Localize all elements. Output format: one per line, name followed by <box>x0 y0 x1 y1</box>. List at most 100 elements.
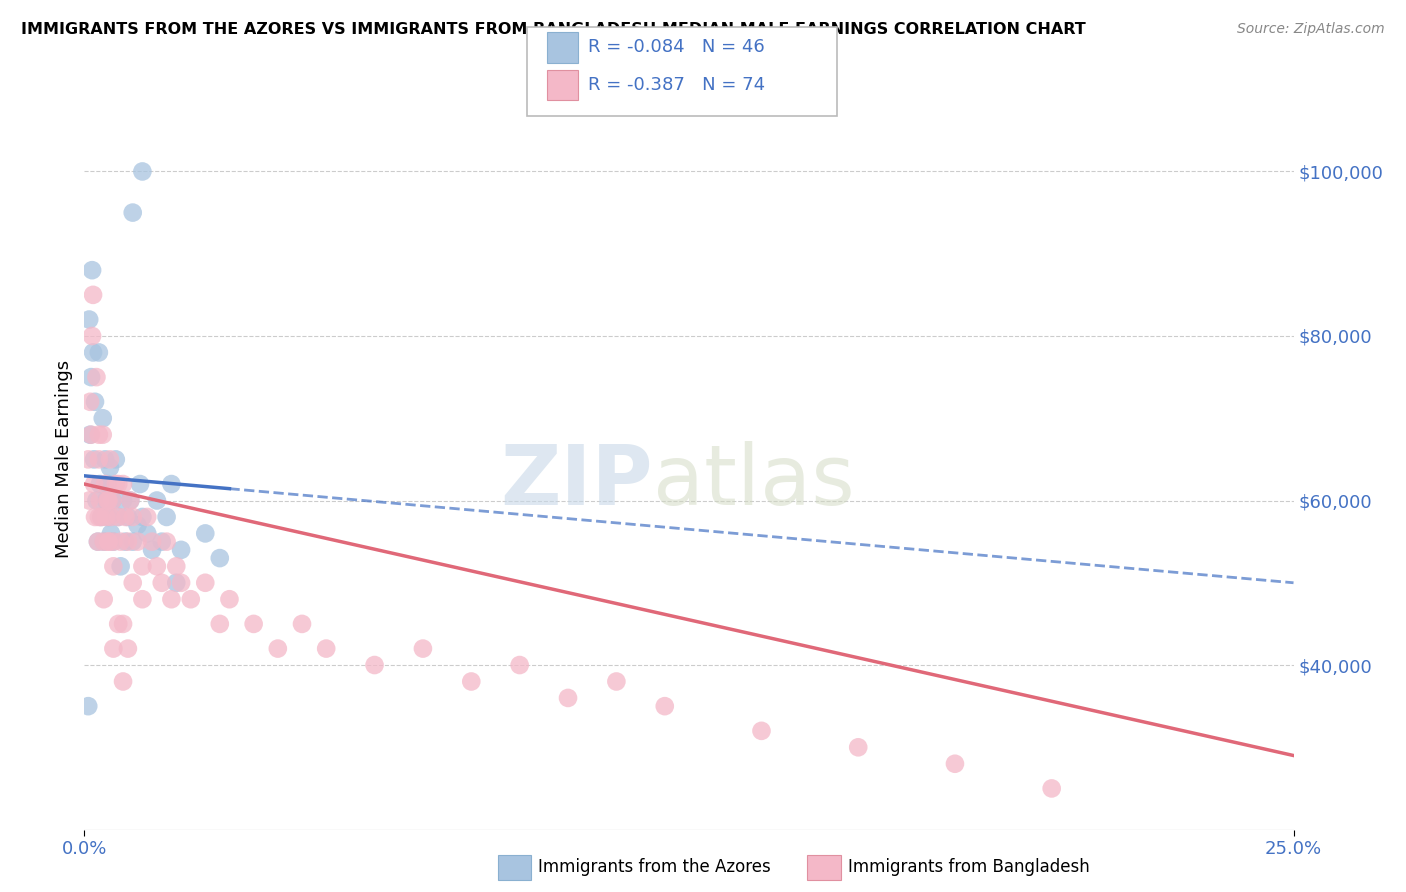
Y-axis label: Median Male Earnings: Median Male Earnings <box>55 360 73 558</box>
Point <box>82 263 104 277</box>
Point <box>93 592 115 607</box>
Point <box>97 493 120 508</box>
Point <box>77 699 100 714</box>
Point <box>83 477 105 491</box>
Point <box>91 411 114 425</box>
Point <box>121 205 143 219</box>
Point <box>94 477 117 491</box>
Point <box>84 510 107 524</box>
Point <box>87 534 110 549</box>
Point <box>136 526 159 541</box>
Point <box>87 534 110 549</box>
Point <box>82 345 104 359</box>
Point <box>84 394 107 409</box>
Point <box>90 510 112 524</box>
Point <box>98 452 121 467</box>
Point <box>114 510 136 524</box>
Point <box>146 559 169 574</box>
Point <box>112 493 135 508</box>
Text: Immigrants from Bangladesh: Immigrants from Bangladesh <box>848 858 1090 876</box>
Point <box>112 616 135 631</box>
Point <box>98 460 121 475</box>
Point <box>114 534 136 549</box>
Point <box>155 510 177 524</box>
Text: ZIP: ZIP <box>501 441 652 522</box>
Point <box>127 518 149 533</box>
Point <box>605 674 627 689</box>
Point <box>93 534 115 549</box>
Point <box>80 370 103 384</box>
Point <box>86 370 108 384</box>
Point <box>146 493 169 508</box>
Point <box>315 641 337 656</box>
Point <box>150 534 173 549</box>
Point <box>94 493 117 508</box>
Text: Source: ZipAtlas.com: Source: ZipAtlas.com <box>1237 22 1385 37</box>
Point <box>127 534 149 549</box>
Point <box>131 510 153 524</box>
Point <box>79 394 101 409</box>
Point <box>110 559 132 574</box>
Point <box>131 559 153 574</box>
Point <box>82 288 104 302</box>
Point <box>97 510 120 524</box>
Point <box>194 526 217 541</box>
Point <box>170 542 193 557</box>
Point <box>117 510 139 524</box>
Point <box>136 510 159 524</box>
Text: atlas: atlas <box>652 441 855 522</box>
Point <box>412 641 434 656</box>
Point <box>83 452 105 467</box>
Point <box>107 477 129 491</box>
Point <box>97 493 120 508</box>
Point <box>107 510 129 524</box>
Point <box>101 493 124 508</box>
Point <box>180 592 202 607</box>
Point <box>208 616 231 631</box>
Point <box>160 592 183 607</box>
Point <box>94 510 117 524</box>
Point <box>89 477 111 491</box>
Point <box>89 493 111 508</box>
Point <box>751 723 773 738</box>
Point <box>103 559 125 574</box>
Point <box>129 477 152 491</box>
Text: IMMIGRANTS FROM THE AZORES VS IMMIGRANTS FROM BANGLADESH MEDIAN MALE EARNINGS CO: IMMIGRANTS FROM THE AZORES VS IMMIGRANTS… <box>21 22 1085 37</box>
Point <box>460 674 482 689</box>
Point <box>242 616 264 631</box>
Point <box>291 616 314 631</box>
Point <box>79 427 101 442</box>
Point <box>943 756 966 771</box>
Point <box>110 534 132 549</box>
Point <box>363 658 385 673</box>
Point <box>87 510 110 524</box>
Point <box>77 312 100 326</box>
Text: R = -0.387   N = 74: R = -0.387 N = 74 <box>588 76 765 95</box>
Point <box>120 493 142 508</box>
Point <box>131 164 153 178</box>
Point <box>131 592 153 607</box>
Point <box>509 658 531 673</box>
Point <box>194 575 217 590</box>
Point <box>97 534 120 549</box>
Point <box>94 452 117 467</box>
Text: Immigrants from the Azores: Immigrants from the Azores <box>538 858 772 876</box>
Point <box>1040 781 1063 796</box>
Point <box>208 551 231 566</box>
Point <box>150 575 173 590</box>
Point <box>103 534 125 549</box>
Point <box>91 427 114 442</box>
Point <box>141 534 163 549</box>
Point <box>141 542 163 557</box>
Point <box>155 534 177 549</box>
Point <box>112 674 135 689</box>
Point <box>97 534 120 549</box>
Point <box>121 510 143 524</box>
Point <box>87 452 110 467</box>
Point <box>101 493 124 508</box>
Point <box>112 477 135 491</box>
Point <box>87 427 110 442</box>
Point <box>218 592 240 607</box>
Point <box>121 575 143 590</box>
Point <box>165 559 187 574</box>
